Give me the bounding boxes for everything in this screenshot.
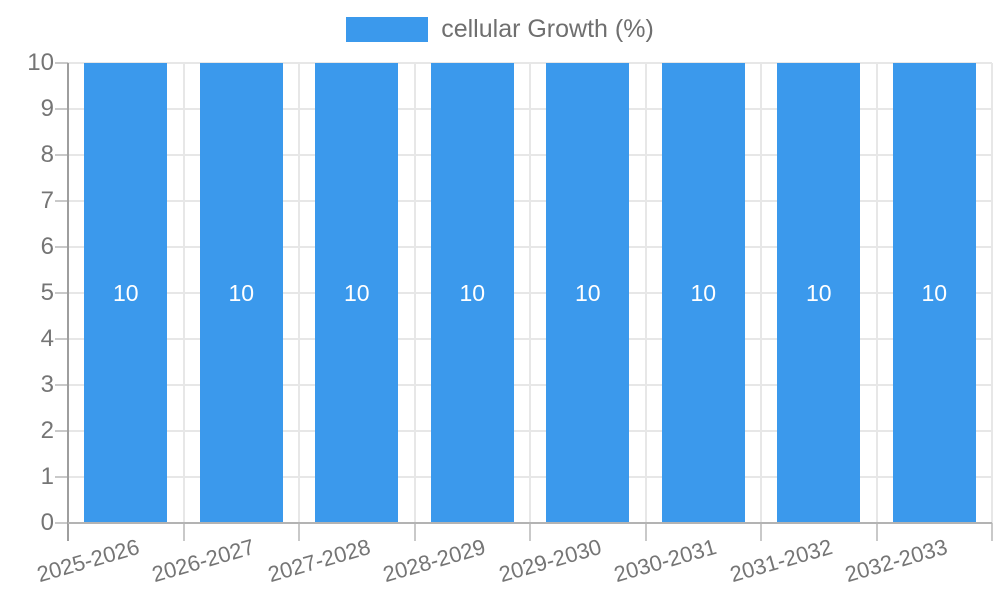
x-tick-label: 2030-2031 [611,534,720,588]
y-axis-tick [55,62,68,64]
bar-value-label: 10 [805,279,832,306]
x-gridline [760,63,762,523]
bar-value-label: 10 [228,279,255,306]
x-axis-tick [991,523,993,541]
y-tick-label: 6 [40,233,54,260]
bar[interactable]: 10 [777,63,861,523]
legend-swatch [346,17,429,42]
bar[interactable]: 10 [546,63,630,523]
x-axis-tick [760,523,762,541]
y-tick-label: 8 [40,141,54,168]
x-tick-label: 2031-2032 [726,534,835,588]
y-axis-tick [55,476,68,478]
y-tick-label: 3 [40,371,54,398]
y-tick-label: 10 [27,49,54,76]
y-axis-tick [55,200,68,202]
y-tick-label: 4 [40,325,54,352]
x-tick-label: 2029-2030 [495,534,604,588]
legend-item[interactable]: cellular Growth (%) [346,17,654,42]
bar-value-label: 10 [459,279,486,306]
x-gridline [991,63,993,523]
bar-value-label: 10 [690,279,717,306]
bar[interactable]: 10 [315,63,399,523]
x-axis-tick [875,523,878,541]
legend-label: cellular Growth (%) [441,15,654,43]
y-axis-tick [55,384,68,386]
bar[interactable]: 10 [84,63,168,523]
x-axis-tick [182,523,185,541]
y-tick-label: 9 [40,95,54,122]
x-axis-line [68,522,992,524]
x-gridline [298,63,300,523]
y-axis-tick [55,522,68,524]
y-axis-tick [55,154,68,156]
x-tick-label: 2028-2029 [380,534,489,588]
x-tick-label: 2027-2028 [264,534,373,588]
x-gridline [644,63,647,523]
x-axis-tick [298,523,300,541]
x-gridline [182,63,185,523]
bar[interactable]: 10 [430,63,514,523]
y-axis-tick [55,338,68,340]
y-axis-tick [55,246,68,248]
bar-value-label: 10 [112,279,139,306]
bar[interactable]: 10 [661,63,745,523]
y-axis-tick [55,430,68,432]
bar-value-label: 10 [574,279,601,306]
x-tick-label: 2026-2027 [149,534,258,588]
x-gridline [529,63,531,523]
bar[interactable]: 10 [199,63,283,523]
legend: cellular Growth (%) [0,17,1000,42]
y-tick-label: 7 [40,187,54,214]
y-axis-tick [55,292,68,294]
x-axis-tick [644,523,647,541]
x-gridline [875,63,878,523]
y-tick-label: 0 [40,509,54,536]
bar-value-label: 10 [343,279,370,306]
x-tick-label: 2032-2033 [842,534,951,588]
y-tick-label: 5 [40,279,54,306]
bar-value-label: 10 [921,279,948,306]
bar[interactable]: 10 [892,63,976,523]
x-axis-tick [413,523,416,541]
x-axis-tick [529,523,531,541]
x-gridline [413,63,416,523]
y-tick-label: 2 [40,417,54,444]
y-axis-tick [55,108,68,110]
x-tick-label: 2025-2026 [33,534,142,588]
y-axis-line [67,63,69,541]
y-tick-label: 1 [40,463,54,490]
